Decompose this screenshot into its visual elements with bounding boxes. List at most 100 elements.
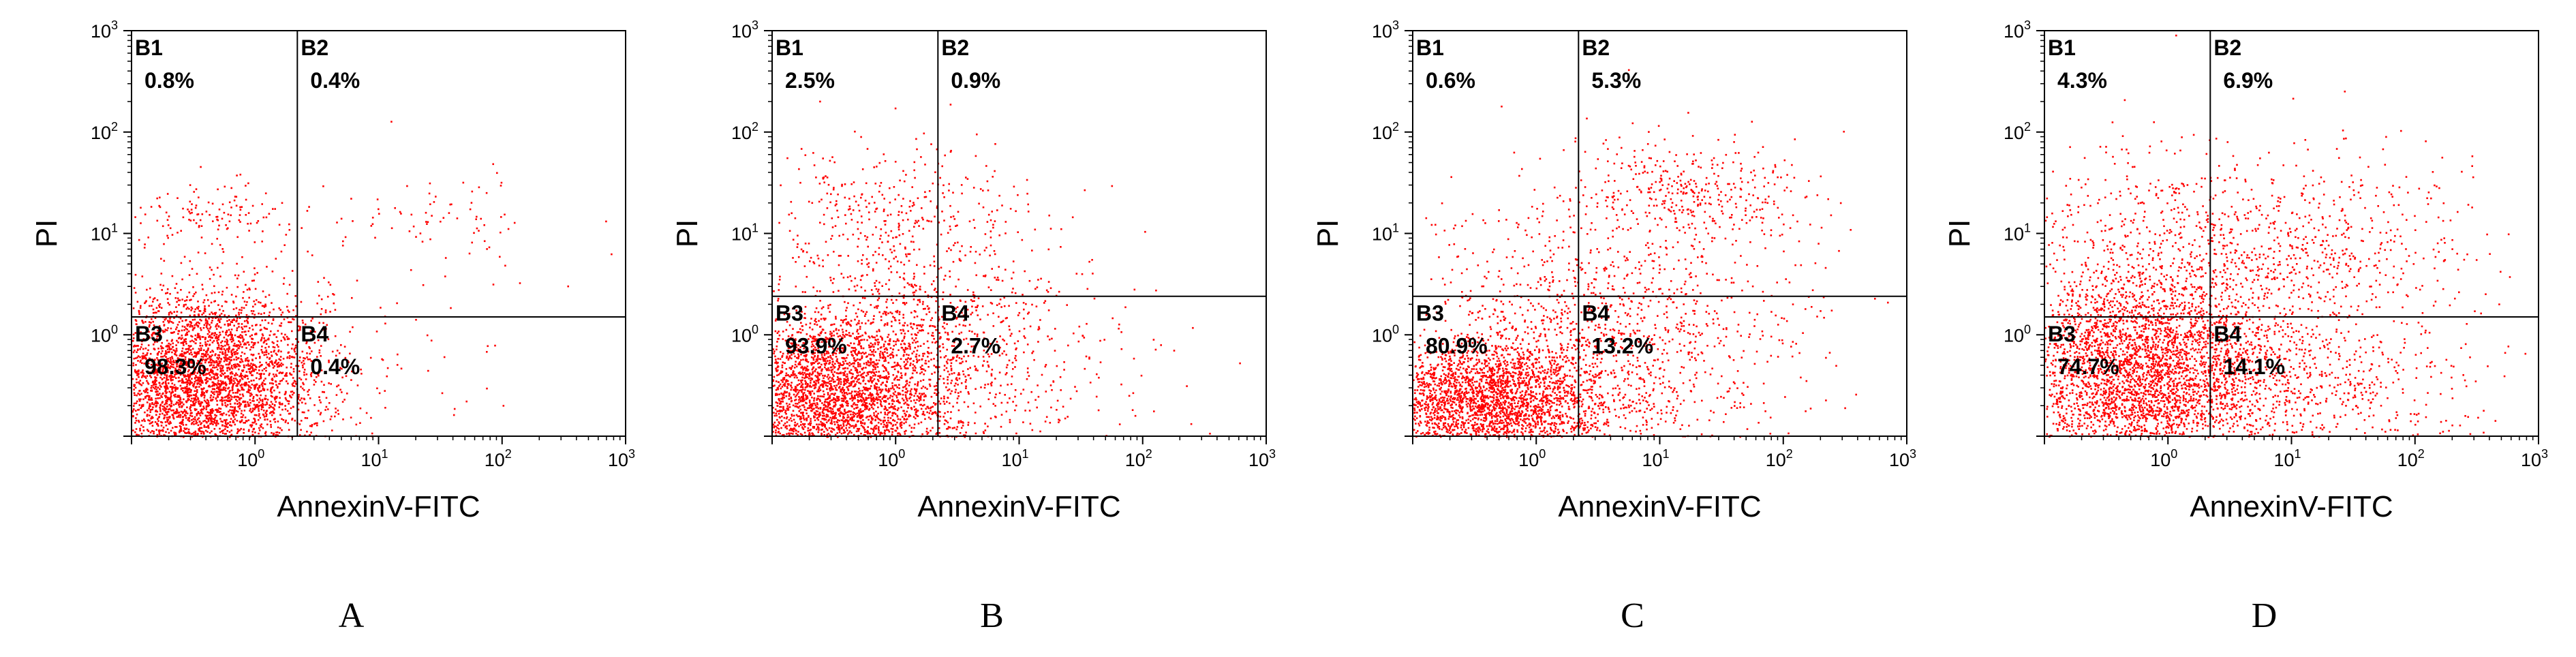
event-point: [286, 380, 288, 382]
event-point: [264, 327, 266, 330]
event-point: [261, 405, 263, 408]
event-point: [189, 212, 191, 215]
event-point: [134, 350, 136, 352]
event-point: [219, 318, 222, 320]
event-point: [873, 354, 875, 357]
event-point: [212, 313, 214, 315]
event-point: [260, 423, 263, 425]
event-point: [787, 335, 790, 337]
event-point: [226, 403, 229, 406]
event-point: [322, 322, 324, 324]
event-point: [154, 383, 157, 386]
event-point: [235, 410, 238, 412]
event-point: [146, 365, 149, 368]
event-point: [255, 403, 258, 406]
event-point: [186, 380, 189, 382]
event-point: [177, 376, 180, 379]
event-point: [773, 412, 775, 414]
event-point: [286, 356, 289, 358]
event-point: [228, 348, 230, 350]
event-point: [779, 275, 781, 278]
event-point: [827, 373, 829, 376]
event-point: [275, 434, 277, 436]
event-point: [256, 377, 258, 380]
event-point: [298, 394, 300, 396]
event-point: [811, 350, 814, 352]
event-point: [872, 369, 874, 371]
event-point: [245, 358, 247, 360]
event-point: [271, 361, 273, 363]
event-point: [776, 341, 778, 343]
event-point: [885, 425, 887, 427]
event-point: [885, 314, 887, 316]
event-point: [850, 397, 853, 399]
event-point: [241, 331, 243, 333]
event-point: [825, 427, 827, 430]
event-point: [227, 343, 230, 346]
event-point: [862, 403, 864, 406]
event-point: [318, 322, 320, 324]
event-point: [823, 381, 825, 383]
event-point: [234, 367, 236, 369]
event-point: [896, 386, 898, 388]
event-point: [247, 330, 249, 333]
event-point: [220, 382, 223, 385]
event-point: [831, 386, 833, 388]
event-point: [286, 410, 289, 412]
event-point: [841, 356, 843, 359]
event-point: [861, 404, 863, 406]
event-point: [207, 420, 210, 423]
event-point: [856, 412, 859, 414]
event-point: [180, 311, 183, 314]
event-point: [1000, 321, 1002, 324]
event-point: [805, 374, 807, 377]
event-point: [233, 412, 235, 414]
event-point: [323, 391, 325, 393]
event-point: [220, 341, 222, 343]
event-point: [187, 350, 189, 353]
event-point: [262, 385, 264, 387]
event-point: [261, 241, 263, 243]
event-point: [215, 433, 217, 436]
event-point: [841, 328, 844, 331]
event-point: [852, 411, 855, 414]
event-point: [824, 364, 827, 366]
event-point: [134, 273, 137, 276]
event-point: [859, 371, 861, 373]
event-point: [189, 414, 191, 417]
event-point: [247, 322, 249, 324]
event-point: [191, 415, 194, 417]
event-point: [492, 163, 494, 166]
event-point: [289, 373, 292, 376]
event-point: [231, 410, 233, 412]
event-point: [303, 411, 305, 414]
event-point: [507, 228, 510, 230]
event-point: [853, 395, 856, 397]
event-point: [163, 243, 165, 245]
event-point: [279, 414, 281, 416]
event-point: [155, 406, 157, 408]
event-point: [302, 366, 304, 369]
event-point: [215, 216, 217, 218]
event-point: [136, 374, 138, 376]
event-point: [209, 414, 211, 416]
event-point: [172, 417, 175, 420]
event-point: [213, 339, 215, 342]
event-point: [188, 347, 190, 350]
event-point: [792, 372, 794, 374]
event-point: [260, 377, 262, 380]
event-point: [893, 412, 895, 414]
event-point: [197, 412, 199, 414]
event-point: [918, 329, 921, 332]
event-point: [785, 412, 787, 415]
event-point: [293, 349, 296, 351]
event-point: [202, 406, 204, 408]
event-point: [194, 394, 196, 397]
event-point: [320, 313, 322, 316]
event-point: [207, 425, 210, 427]
event-point: [162, 369, 164, 371]
event-point: [288, 229, 291, 231]
event-point: [193, 423, 195, 425]
event-point: [456, 217, 459, 219]
event-point: [266, 356, 269, 358]
